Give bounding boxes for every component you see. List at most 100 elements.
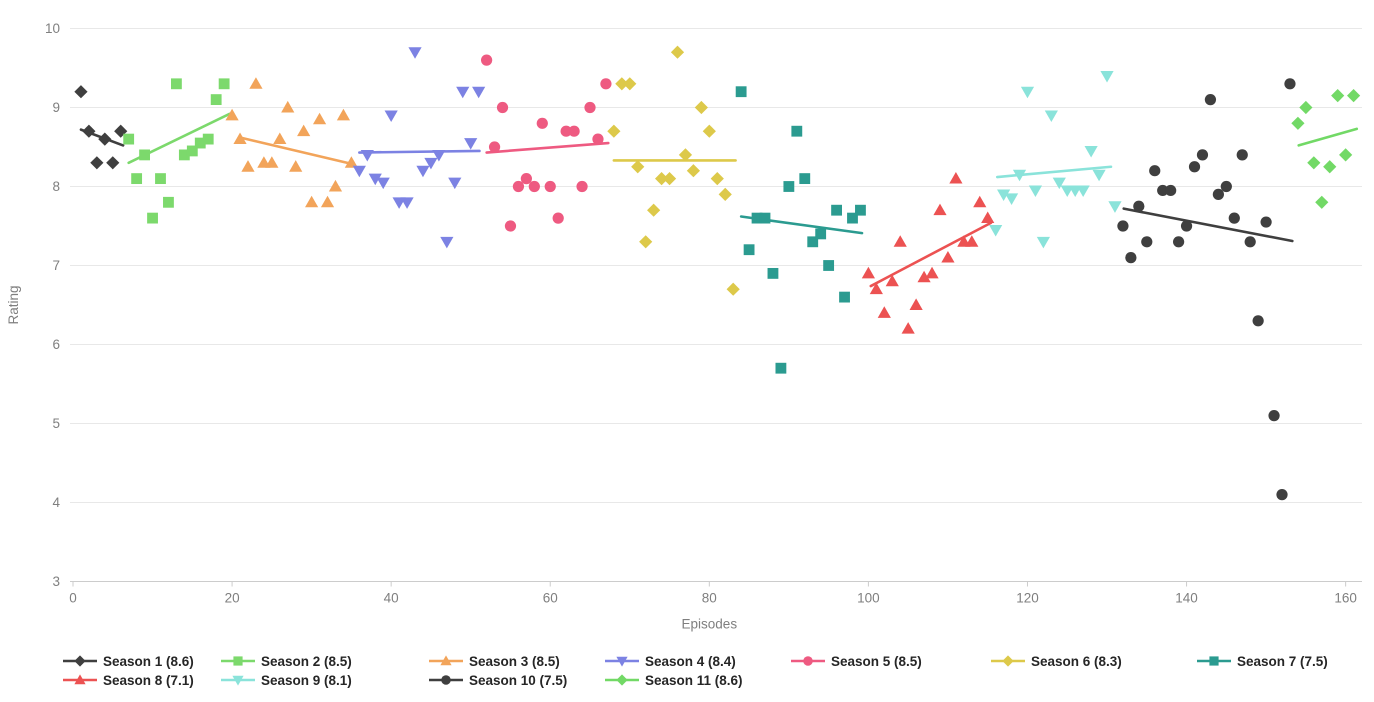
y-tick-label-5: 5 <box>52 416 60 431</box>
point-season-9-ep-127 <box>1076 185 1090 198</box>
legend-item-season-9[interactable]: Season 9 (8.1) <box>220 671 352 689</box>
point-season-9-ep-131 <box>1108 201 1122 213</box>
trendline-season-5 <box>485 141 610 154</box>
point-season-10-ep-152 <box>1276 488 1288 501</box>
point-season-4-ep-36 <box>352 165 366 178</box>
point-season-6-ep-68 <box>607 124 621 138</box>
point-season-1-ep-5 <box>106 156 120 170</box>
point-season-2-ep-10 <box>147 212 158 224</box>
point-season-3-ep-30 <box>305 195 319 208</box>
point-season-10-ep-142 <box>1196 149 1209 161</box>
legend-item-season-8[interactable]: Season 8 (7.1) <box>62 671 194 689</box>
legend-item-season-5[interactable]: Season 5 (8.5) <box>790 652 922 670</box>
point-season-5-ep-57 <box>520 172 532 185</box>
point-season-7-ep-93 <box>807 236 819 248</box>
point-season-1-ep-2 <box>82 124 96 138</box>
point-season-10-ep-141 <box>1188 161 1201 173</box>
legend-item-season-1[interactable]: Season 1 (8.6) <box>62 652 194 670</box>
x-tick-label-20: 20 <box>225 591 240 606</box>
y-tick-label-8: 8 <box>52 179 60 194</box>
point-season-7-ep-99 <box>855 204 866 216</box>
point-season-7-ep-95 <box>823 260 835 271</box>
point-season-3-ep-33 <box>328 179 343 192</box>
point-season-8-ep-115 <box>981 211 995 224</box>
point-season-8-ep-101 <box>869 282 883 295</box>
point-season-4-ep-39 <box>376 177 390 190</box>
y-tick-label-6: 6 <box>52 337 60 352</box>
triangle-down-legend-icon <box>605 656 639 667</box>
circle-legend-icon <box>791 656 825 666</box>
legend-item-season-7[interactable]: Season 7 (7.5) <box>1196 652 1328 670</box>
y-tick-label-4: 4 <box>52 495 60 510</box>
legend-item-season-6[interactable]: Season 6 (8.3) <box>990 652 1122 670</box>
point-season-4-ep-51 <box>472 86 486 99</box>
point-season-3-ep-21 <box>233 132 247 145</box>
legend-label-season-10: Season 10 (7.5) <box>469 672 568 688</box>
point-season-2-ep-11 <box>155 173 166 185</box>
point-season-9-ep-116 <box>989 225 1003 237</box>
point-season-6-ep-81 <box>710 172 724 186</box>
legend-item-season-2[interactable]: Season 2 (8.5) <box>220 652 352 670</box>
point-season-2-ep-7 <box>123 133 135 145</box>
point-season-10-ep-144 <box>1212 188 1224 201</box>
point-season-3-ep-27 <box>281 100 295 113</box>
trendline-season-4 <box>358 149 481 154</box>
point-season-4-ep-43 <box>408 47 422 59</box>
point-season-8-ep-109 <box>933 203 947 216</box>
point-season-8-ep-110 <box>941 251 955 263</box>
point-season-6-ep-73 <box>647 203 661 217</box>
x-tick-label-160: 160 <box>1334 591 1357 606</box>
point-season-8-ep-107 <box>917 270 931 283</box>
point-season-10-ep-136 <box>1149 165 1161 177</box>
y-axis-title: Rating <box>6 285 21 324</box>
point-season-1-ep-6 <box>114 124 128 138</box>
legend-label-season-3: Season 3 (8.5) <box>469 653 560 669</box>
point-season-5-ep-62 <box>560 125 572 137</box>
legend-item-season-4[interactable]: Season 4 (8.4) <box>604 652 736 670</box>
point-season-7-ep-97 <box>839 291 850 303</box>
point-season-10-ep-153 <box>1284 78 1296 90</box>
legend-label-season-9: Season 9 (8.1) <box>261 672 352 688</box>
point-season-8-ep-106 <box>909 298 923 310</box>
y-tick-label-7: 7 <box>52 258 60 273</box>
point-season-3-ep-31 <box>312 112 327 125</box>
triangle-up-legend-icon <box>63 674 97 685</box>
point-season-6-ep-70 <box>623 77 637 91</box>
triangle-down-icon <box>616 656 628 667</box>
point-season-6-ep-69 <box>615 77 629 91</box>
legend-item-season-3[interactable]: Season 3 (8.5) <box>428 652 560 670</box>
legend-item-season-11[interactable]: Season 11 (8.6) <box>604 671 743 689</box>
point-season-1-ep-1 <box>74 85 88 99</box>
legend-label-season-8: Season 8 (7.1) <box>103 672 194 688</box>
point-season-6-ep-79 <box>694 100 708 115</box>
legend-item-season-10[interactable]: Season 10 (7.5) <box>428 671 567 689</box>
point-season-9-ep-119 <box>1012 169 1027 182</box>
diamond-icon <box>616 674 628 686</box>
point-season-2-ep-13 <box>170 78 182 90</box>
legend-label-season-6: Season 6 (8.3) <box>1031 653 1122 669</box>
triangle-up-icon <box>440 655 452 666</box>
x-tick-label-100: 100 <box>857 591 880 606</box>
x-axis-title: Episodes <box>682 617 738 632</box>
point-season-11-ep-158 <box>1323 160 1337 174</box>
legend-label-season-1: Season 1 (8.6) <box>103 653 194 669</box>
point-season-9-ep-122 <box>1036 236 1050 249</box>
point-season-8-ep-102 <box>877 306 891 318</box>
diamond-legend-icon <box>991 655 1025 667</box>
point-season-10-ep-149 <box>1252 315 1264 327</box>
point-season-7-ep-96 <box>831 204 842 216</box>
point-season-10-ep-147 <box>1236 149 1248 161</box>
point-season-8-ep-100 <box>861 266 875 279</box>
point-season-2-ep-18 <box>210 94 222 106</box>
point-season-5-ep-63 <box>568 125 580 137</box>
point-season-10-ep-140 <box>1180 220 1193 232</box>
diamond-legend-icon <box>63 655 97 667</box>
point-season-8-ep-113 <box>965 235 979 247</box>
point-season-10-ep-148 <box>1244 236 1256 248</box>
point-season-4-ep-49 <box>456 86 470 99</box>
point-season-7-ep-92 <box>799 173 811 185</box>
point-season-11-ep-160 <box>1339 148 1353 162</box>
circle-icon <box>803 656 813 666</box>
x-tick-label-60: 60 <box>543 591 558 606</box>
